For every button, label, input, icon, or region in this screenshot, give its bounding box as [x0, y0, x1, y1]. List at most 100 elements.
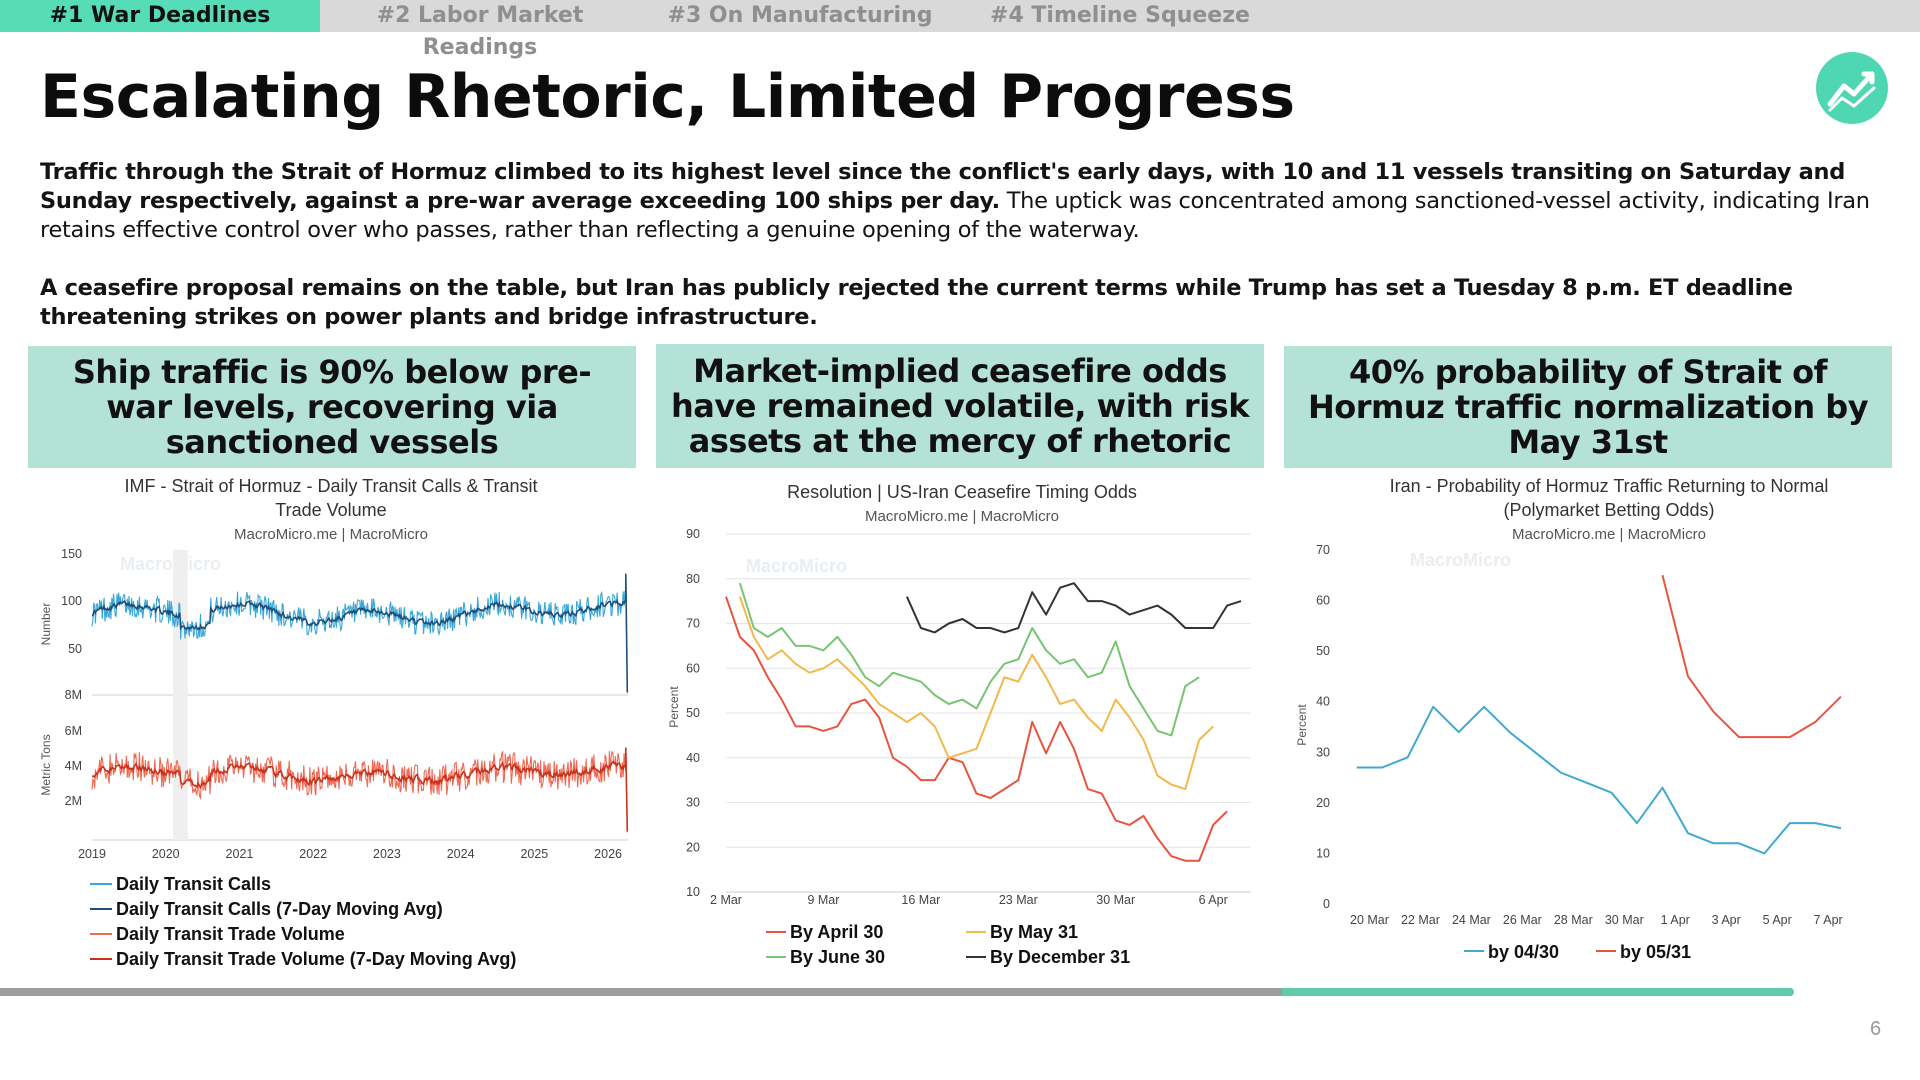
chart1-title-line2: Trade Volume — [275, 500, 386, 520]
chart3-ytick-40: 40 — [1316, 695, 1330, 709]
legend-trade-volume: Daily Transit Trade Volume — [116, 924, 345, 944]
legend-by-april-30: By April 30 — [790, 922, 883, 942]
chart3-ylabel: Percent — [1295, 704, 1309, 746]
chart1-ytick-100: 100 — [61, 594, 82, 608]
chart3-xtick-5-apr: 5 Apr — [1763, 913, 1792, 927]
series-daily-transit-calls-7-day-moving-avg — [92, 573, 629, 693]
chart2-legend: By April 30 By May 31 By June 30 By Dece… — [766, 922, 1130, 967]
series-by-05-31 — [1661, 575, 1842, 739]
trend-line-icon — [1827, 71, 1876, 112]
chart2-xtick-2-mar: 2 Mar — [710, 893, 742, 907]
chart2-xtick-23-mar: 23 Mar — [999, 893, 1038, 907]
legend-daily-transit-calls: Daily Transit Calls — [116, 874, 271, 894]
chart3-watermark: MacroMicro — [1410, 550, 1511, 570]
chart3-ytick-30: 30 — [1316, 745, 1330, 759]
summary-p1-highlight: Traffic through the Strait of Hormuz cli… — [40, 159, 1846, 214]
chart1-ytick-6m: 6M — [65, 724, 82, 738]
headline-ship-traffic: Ship traffic is 90% below pre-war levels… — [28, 346, 636, 468]
legend-by-05-31: by 05/31 — [1620, 942, 1691, 962]
chart3-title-line1: Iran - Probability of Hormuz Traffic Ret… — [1390, 476, 1829, 496]
chart2-ytick-10: 10 — [686, 885, 700, 899]
chart2-xtick-9-mar: 9 Mar — [807, 893, 839, 907]
chart2-watermark: MacroMicro — [746, 556, 847, 576]
chart3-xtick-30-mar: 30 Mar — [1605, 913, 1644, 927]
series-by-april-30 — [725, 596, 1228, 862]
page-title: Escalating Rhetoric, Limited Progress — [40, 62, 1295, 132]
page-number: 6 — [1870, 1018, 1882, 1040]
chart-normalization-probability: Iran - Probability of Hormuz Traffic Ret… — [1295, 476, 1843, 962]
chart3-ytick-10: 10 — [1316, 846, 1330, 860]
chart1-legend: Daily Transit Calls Daily Transit Calls … — [90, 874, 516, 969]
chart3-xtick-1-apr: 1 Apr — [1661, 913, 1690, 927]
chart2-xtick-6-apr: 6 Apr — [1199, 893, 1228, 907]
chart2-title: Resolution | US-Iran Ceasefire Timing Od… — [787, 482, 1137, 502]
chart1-xtick-2020: 2020 — [152, 847, 180, 861]
chart2-ytick-30: 30 — [686, 796, 700, 810]
series-by-04-30 — [1356, 705, 1842, 855]
tab-war-deadlines[interactable]: #1 War Deadlines — [0, 0, 320, 32]
chart-ceasefire-odds: Resolution | US-Iran Ceasefire Timing Od… — [667, 482, 1251, 967]
summary-paragraph-2: A ceasefire proposal remains on the tabl… — [40, 274, 1885, 332]
chart3-ytick-20: 20 — [1316, 796, 1330, 810]
series-by-may-31 — [738, 596, 1214, 791]
chart1-ylabel-bottom: Metric Tons — [39, 734, 53, 795]
series-by-june-30 — [738, 582, 1200, 737]
chart3-xtick-28-mar: 28 Mar — [1554, 913, 1593, 927]
summary-paragraph-1: Traffic through the Strait of Hormuz cli… — [40, 158, 1885, 245]
chart1-subtitle: MacroMicro.me | MacroMicro — [234, 526, 428, 543]
series-daily-transit-calls — [91, 573, 628, 694]
series-daily-transit-trade-volume — [91, 747, 628, 833]
chart2-ylabel: Percent — [667, 686, 681, 728]
chart1-title-line1: IMF - Strait of Hormuz - Daily Transit C… — [124, 476, 537, 496]
chart3-legend: by 04/30 by 05/31 — [1464, 942, 1691, 962]
legend-by-may-31: By May 31 — [990, 922, 1078, 942]
summary-text: Traffic through the Strait of Hormuz cli… — [40, 158, 1885, 361]
chart3-ytick-50: 50 — [1316, 644, 1330, 658]
chart3-ytick-70: 70 — [1316, 543, 1330, 557]
chart1-ytick-2m: 2M — [65, 794, 82, 808]
tab-on-manufacturing[interactable]: #3 On Manufacturing — [667, 3, 933, 28]
summary-p1-rest: The uptick was concentrated among sancti… — [40, 188, 1870, 243]
headline-ceasefire-odds: Market-implied ceasefire odds have remai… — [656, 344, 1264, 468]
slide-progress-track — [0, 988, 1794, 996]
tab-timeline-squeeze[interactable]: #4 Timeline Squeeze — [990, 3, 1250, 28]
chart1-ytick-50: 50 — [68, 642, 82, 656]
chart3-xtick-22-mar: 22 Mar — [1401, 913, 1440, 927]
chart3-title-line2: (Polymarket Betting Odds) — [1503, 500, 1714, 520]
series-by-december-31 — [905, 582, 1242, 634]
section-tab-bar: #1 War Deadlines #2 Labor Market Reading… — [0, 0, 1920, 60]
chart3-ytick-60: 60 — [1316, 594, 1330, 608]
chart1-xtick-2026: 2026 — [594, 847, 622, 861]
chart1-xtick-2021: 2021 — [226, 847, 254, 861]
chart1-shaded-period — [173, 550, 188, 840]
slide-progress-fill — [1282, 988, 1794, 996]
chart1-watermark: MacroMicro — [120, 554, 221, 574]
chart3-xtick-7-apr: 7 Apr — [1814, 913, 1843, 927]
tab-labor-market-readings[interactable]: #2 Labor Market Readings — [376, 3, 584, 60]
chart2-xtick-16-mar: 16 Mar — [901, 893, 940, 907]
chart3-xtick-24-mar: 24 Mar — [1452, 913, 1491, 927]
headline-normalization-probability: 40% probability of Strait of Hormuz traf… — [1284, 346, 1892, 468]
chart3-xtick-3-apr: 3 Apr — [1712, 913, 1741, 927]
chart1-ytick-4m: 4M — [65, 759, 82, 773]
chart3-xtick-20-mar: 20 Mar — [1350, 913, 1389, 927]
legend-by-june-30: By June 30 — [790, 947, 885, 967]
chart3-ytick-0: 0 — [1323, 897, 1330, 911]
legend-trade-volume-ma: Daily Transit Trade Volume (7-Day Moving… — [116, 949, 516, 969]
chart1-xtick-2022: 2022 — [299, 847, 327, 861]
chart1-ylabel-top: Number — [39, 603, 53, 646]
chart2-ytick-90: 90 — [686, 527, 700, 541]
chart1-ytick-8m: 8M — [65, 688, 82, 702]
chart2-xtick-30-mar: 30 Mar — [1096, 893, 1135, 907]
chart2-ytick-70: 70 — [686, 617, 700, 631]
summary-p2-highlight: A ceasefire proposal remains on the tabl… — [40, 275, 1793, 330]
logo — [1816, 52, 1888, 124]
chart1-xtick-2024: 2024 — [447, 847, 475, 861]
chart3-subtitle: MacroMicro.me | MacroMicro — [1512, 526, 1706, 543]
legend-transit-calls-ma: Daily Transit Calls (7-Day Moving Avg) — [116, 899, 443, 919]
chart-hormuz-transit: IMF - Strait of Hormuz - Daily Transit C… — [39, 476, 629, 969]
chart2-subtitle: MacroMicro.me | MacroMicro — [865, 508, 1059, 525]
chart1-xtick-2023: 2023 — [373, 847, 401, 861]
chart1-ytick-150: 150 — [61, 547, 82, 561]
chart2-ytick-80: 80 — [686, 572, 700, 586]
